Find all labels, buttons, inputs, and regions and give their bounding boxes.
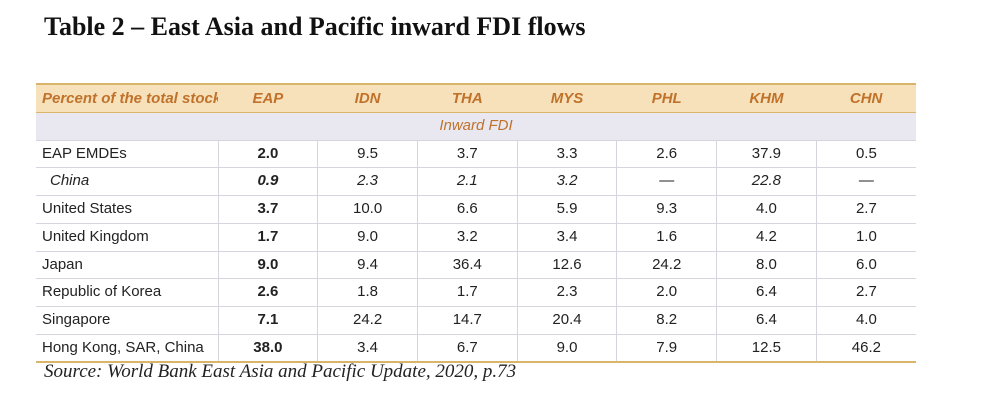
table-cell: 2.0 xyxy=(616,278,717,307)
table-cell: 3.7 xyxy=(416,140,518,169)
table-cell: 4.0 xyxy=(815,306,916,335)
table-cell: 46.2 xyxy=(815,334,916,363)
table-cell: 14.7 xyxy=(416,306,518,335)
row-label: Republic of Korea xyxy=(36,278,219,307)
table-row: EAP EMDEs 2.0 9.5 3.7 3.3 2.6 37.9 0.5 xyxy=(36,140,916,169)
column-header-chn: CHN xyxy=(816,84,916,113)
table-row: Hong Kong, SAR, China 38.0 3.4 6.7 9.0 7… xyxy=(36,334,916,363)
table-cell: 1.8 xyxy=(317,278,418,307)
row-label: EAP EMDEs xyxy=(36,140,219,169)
table-cell: 1.7 xyxy=(217,223,318,252)
table-cell: 12.5 xyxy=(716,334,817,363)
table-cell: 9.5 xyxy=(317,140,418,169)
table-cell: 9.0 xyxy=(516,334,617,363)
table-cell: 20.4 xyxy=(516,306,617,335)
column-header-phl: PHL xyxy=(616,84,717,113)
table-cell: 6.6 xyxy=(416,195,518,224)
table-cell: 9.0 xyxy=(217,251,318,280)
table-cell: 3.4 xyxy=(317,334,418,363)
table-cell: 7.1 xyxy=(217,306,318,335)
table-cell: 2.0 xyxy=(217,140,318,169)
table-cell: 3.3 xyxy=(516,140,617,169)
table-cell: 1.0 xyxy=(815,223,916,252)
column-header-khm: KHM xyxy=(716,84,817,113)
table-cell: 6.7 xyxy=(416,334,518,363)
table-cell: 1.7 xyxy=(416,278,518,307)
table-cell: 2.3 xyxy=(317,167,418,197)
table-cell: 8.0 xyxy=(716,251,817,280)
table-cell: 2.7 xyxy=(815,195,916,224)
table-cell: 38.0 xyxy=(217,334,318,363)
table-cell: 9.0 xyxy=(317,223,418,252)
column-header-mys: MYS xyxy=(517,84,617,113)
table-cell: 3.7 xyxy=(217,195,318,224)
table-cell: 9.3 xyxy=(616,195,717,224)
table-cell: 4.0 xyxy=(716,195,817,224)
table-cell: 2.3 xyxy=(516,278,617,307)
table-cell: 6.4 xyxy=(716,278,817,307)
table-cell: 2.6 xyxy=(616,140,717,169)
table-row: Japan 9.0 9.4 36.4 12.6 24.2 8.0 6.0 xyxy=(36,251,916,280)
table-cell: 0.9 xyxy=(217,167,318,197)
table-cell: 37.9 xyxy=(716,140,817,169)
table-cell: 2.1 xyxy=(416,167,518,197)
table-row: Republic of Korea 2.6 1.8 1.7 2.3 2.0 6.… xyxy=(36,278,916,307)
table-cell: 12.6 xyxy=(516,251,617,280)
table-cell: 2.6 xyxy=(217,278,318,307)
table-cell: 3.2 xyxy=(416,223,518,252)
table-cell: 2.7 xyxy=(815,278,916,307)
column-header-idn: IDN xyxy=(317,84,418,113)
table-cell: 36.4 xyxy=(416,251,518,280)
table-cell: — xyxy=(616,167,717,197)
table-cell: 5.9 xyxy=(516,195,617,224)
table-cell: 24.2 xyxy=(317,306,418,335)
row-label: China xyxy=(36,167,219,197)
row-label: United Kingdom xyxy=(36,223,219,252)
source-note: Source: World Bank East Asia and Pacific… xyxy=(44,361,517,382)
table-cell: 1.6 xyxy=(616,223,717,252)
row-label: United States xyxy=(36,195,219,224)
table-cell: 8.2 xyxy=(616,306,717,335)
table-row: United Kingdom 1.7 9.0 3.2 3.4 1.6 4.2 1… xyxy=(36,223,916,252)
row-label: Hong Kong, SAR, China xyxy=(42,338,204,356)
table-row: China 0.9 2.3 2.1 3.2 — 22.8 — xyxy=(36,167,916,197)
table-cell: — xyxy=(815,167,916,197)
table-cell: 0.5 xyxy=(815,140,916,169)
page-title: Table 2 – East Asia and Pacific inward F… xyxy=(44,12,586,41)
table-cell: 6.4 xyxy=(716,306,817,335)
section-row: Inward FDI xyxy=(36,112,916,141)
table-cell: 6.0 xyxy=(815,251,916,280)
table-cell: 4.2 xyxy=(716,223,817,252)
table-cell: 9.4 xyxy=(317,251,418,280)
row-label: Japan xyxy=(36,251,219,280)
table-header-row: Percent of the total stock EAP IDN THA M… xyxy=(36,84,916,113)
column-header-eap: EAP xyxy=(218,84,318,113)
column-header-tha: THA xyxy=(417,84,518,113)
table-cell: 3.2 xyxy=(516,167,617,197)
table-cell: 10.0 xyxy=(317,195,418,224)
table-cell: 24.2 xyxy=(616,251,717,280)
table-row: Singapore 7.1 24.2 14.7 20.4 8.2 6.4 4.0 xyxy=(36,306,916,335)
section-label: Inward FDI xyxy=(36,112,916,141)
table-row: United States 3.7 10.0 6.6 5.9 9.3 4.0 2… xyxy=(36,195,916,224)
table-cell: 7.9 xyxy=(616,334,717,363)
table-cell: 22.8 xyxy=(716,167,817,197)
table-cell: 3.4 xyxy=(516,223,617,252)
fdi-table: Percent of the total stock EAP IDN THA M… xyxy=(36,83,916,364)
header-label: Percent of the total stock xyxy=(36,84,219,113)
row-label: Singapore xyxy=(36,306,219,335)
